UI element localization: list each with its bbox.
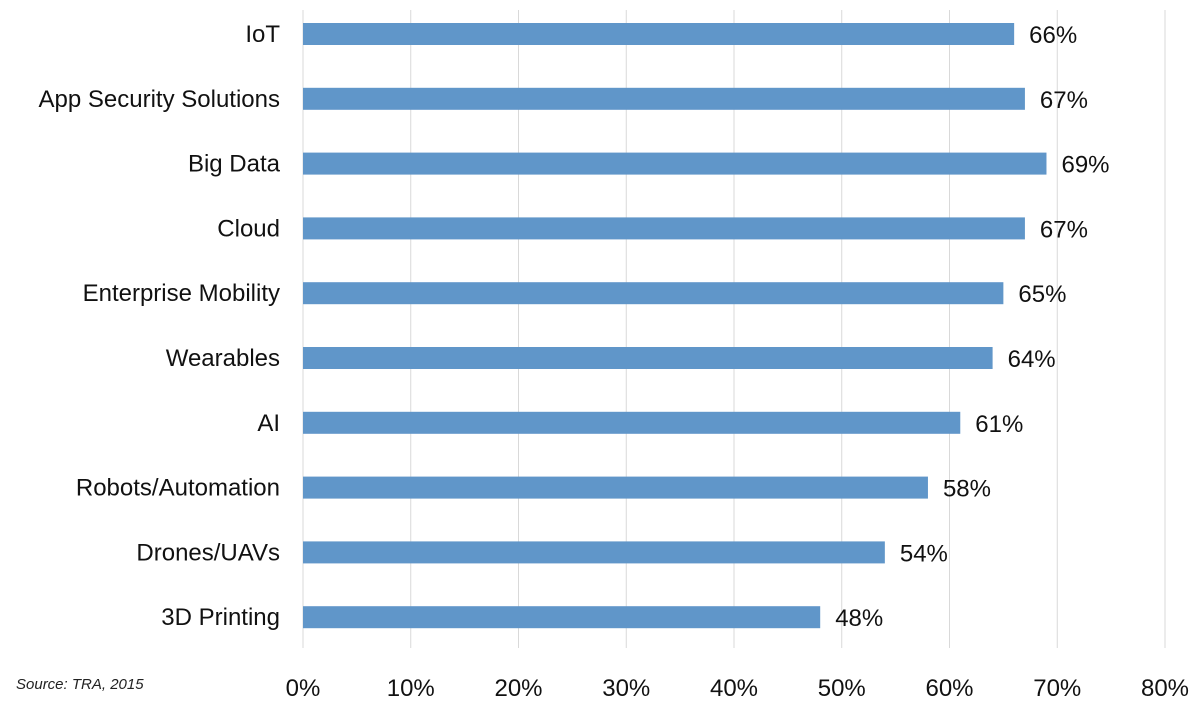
category-label: Wearables — [166, 345, 280, 372]
category-label: Robots/Automation — [76, 475, 280, 502]
bar — [303, 217, 1025, 240]
category-label: 3D Printing — [161, 604, 280, 631]
x-tick-label: 20% — [494, 675, 542, 702]
data-label: 65% — [1018, 281, 1066, 308]
x-tick-label: 40% — [710, 675, 758, 702]
data-label: 67% — [1040, 87, 1088, 114]
data-label: 61% — [975, 411, 1023, 438]
bar — [303, 606, 821, 629]
x-tick-label: 60% — [925, 675, 973, 702]
x-tick-label: 30% — [602, 675, 650, 702]
bar — [303, 347, 993, 369]
category-labels: IoT App Security Solutions Big Data Cloud En… — [39, 21, 281, 631]
value-labels: 66% 67% 69% 67% 65% 64% 61% 58% 54% 48% — [835, 22, 1109, 632]
category-label: AI — [257, 410, 280, 437]
bar — [303, 411, 961, 434]
category-label: Cloud — [217, 215, 280, 242]
category-label: Drones/UAVs — [136, 539, 280, 566]
x-tick-label: 0% — [286, 675, 321, 702]
bar — [303, 87, 1025, 110]
data-label: 64% — [1008, 346, 1056, 373]
bars — [303, 23, 1047, 629]
category-label: Big Data — [188, 151, 281, 178]
data-label: 58% — [943, 476, 991, 503]
category-label: Enterprise Mobility — [83, 280, 280, 307]
bar — [303, 152, 1047, 175]
bar — [303, 476, 928, 499]
x-tick-label: 70% — [1033, 675, 1081, 702]
gridlines — [302, 10, 1166, 648]
category-label: IoT — [245, 21, 280, 48]
data-label: 48% — [835, 605, 883, 632]
data-label: 54% — [900, 540, 948, 567]
x-tick-label: 80% — [1141, 675, 1189, 702]
x-tick-label: 10% — [387, 675, 435, 702]
data-label: 66% — [1029, 22, 1077, 49]
bar — [303, 541, 885, 564]
data-label: 69% — [1061, 152, 1109, 179]
x-tick-label: 50% — [818, 675, 866, 702]
data-label: 67% — [1040, 216, 1088, 243]
category-label: App Security Solutions — [39, 86, 280, 113]
source-note: Source: TRA, 2015 — [16, 676, 144, 693]
bar — [303, 23, 1015, 45]
bar — [303, 282, 1004, 305]
x-axis-tick-labels: 0% 10% 20% 30% 40% 50% 60% 70% 80% — [286, 675, 1189, 702]
